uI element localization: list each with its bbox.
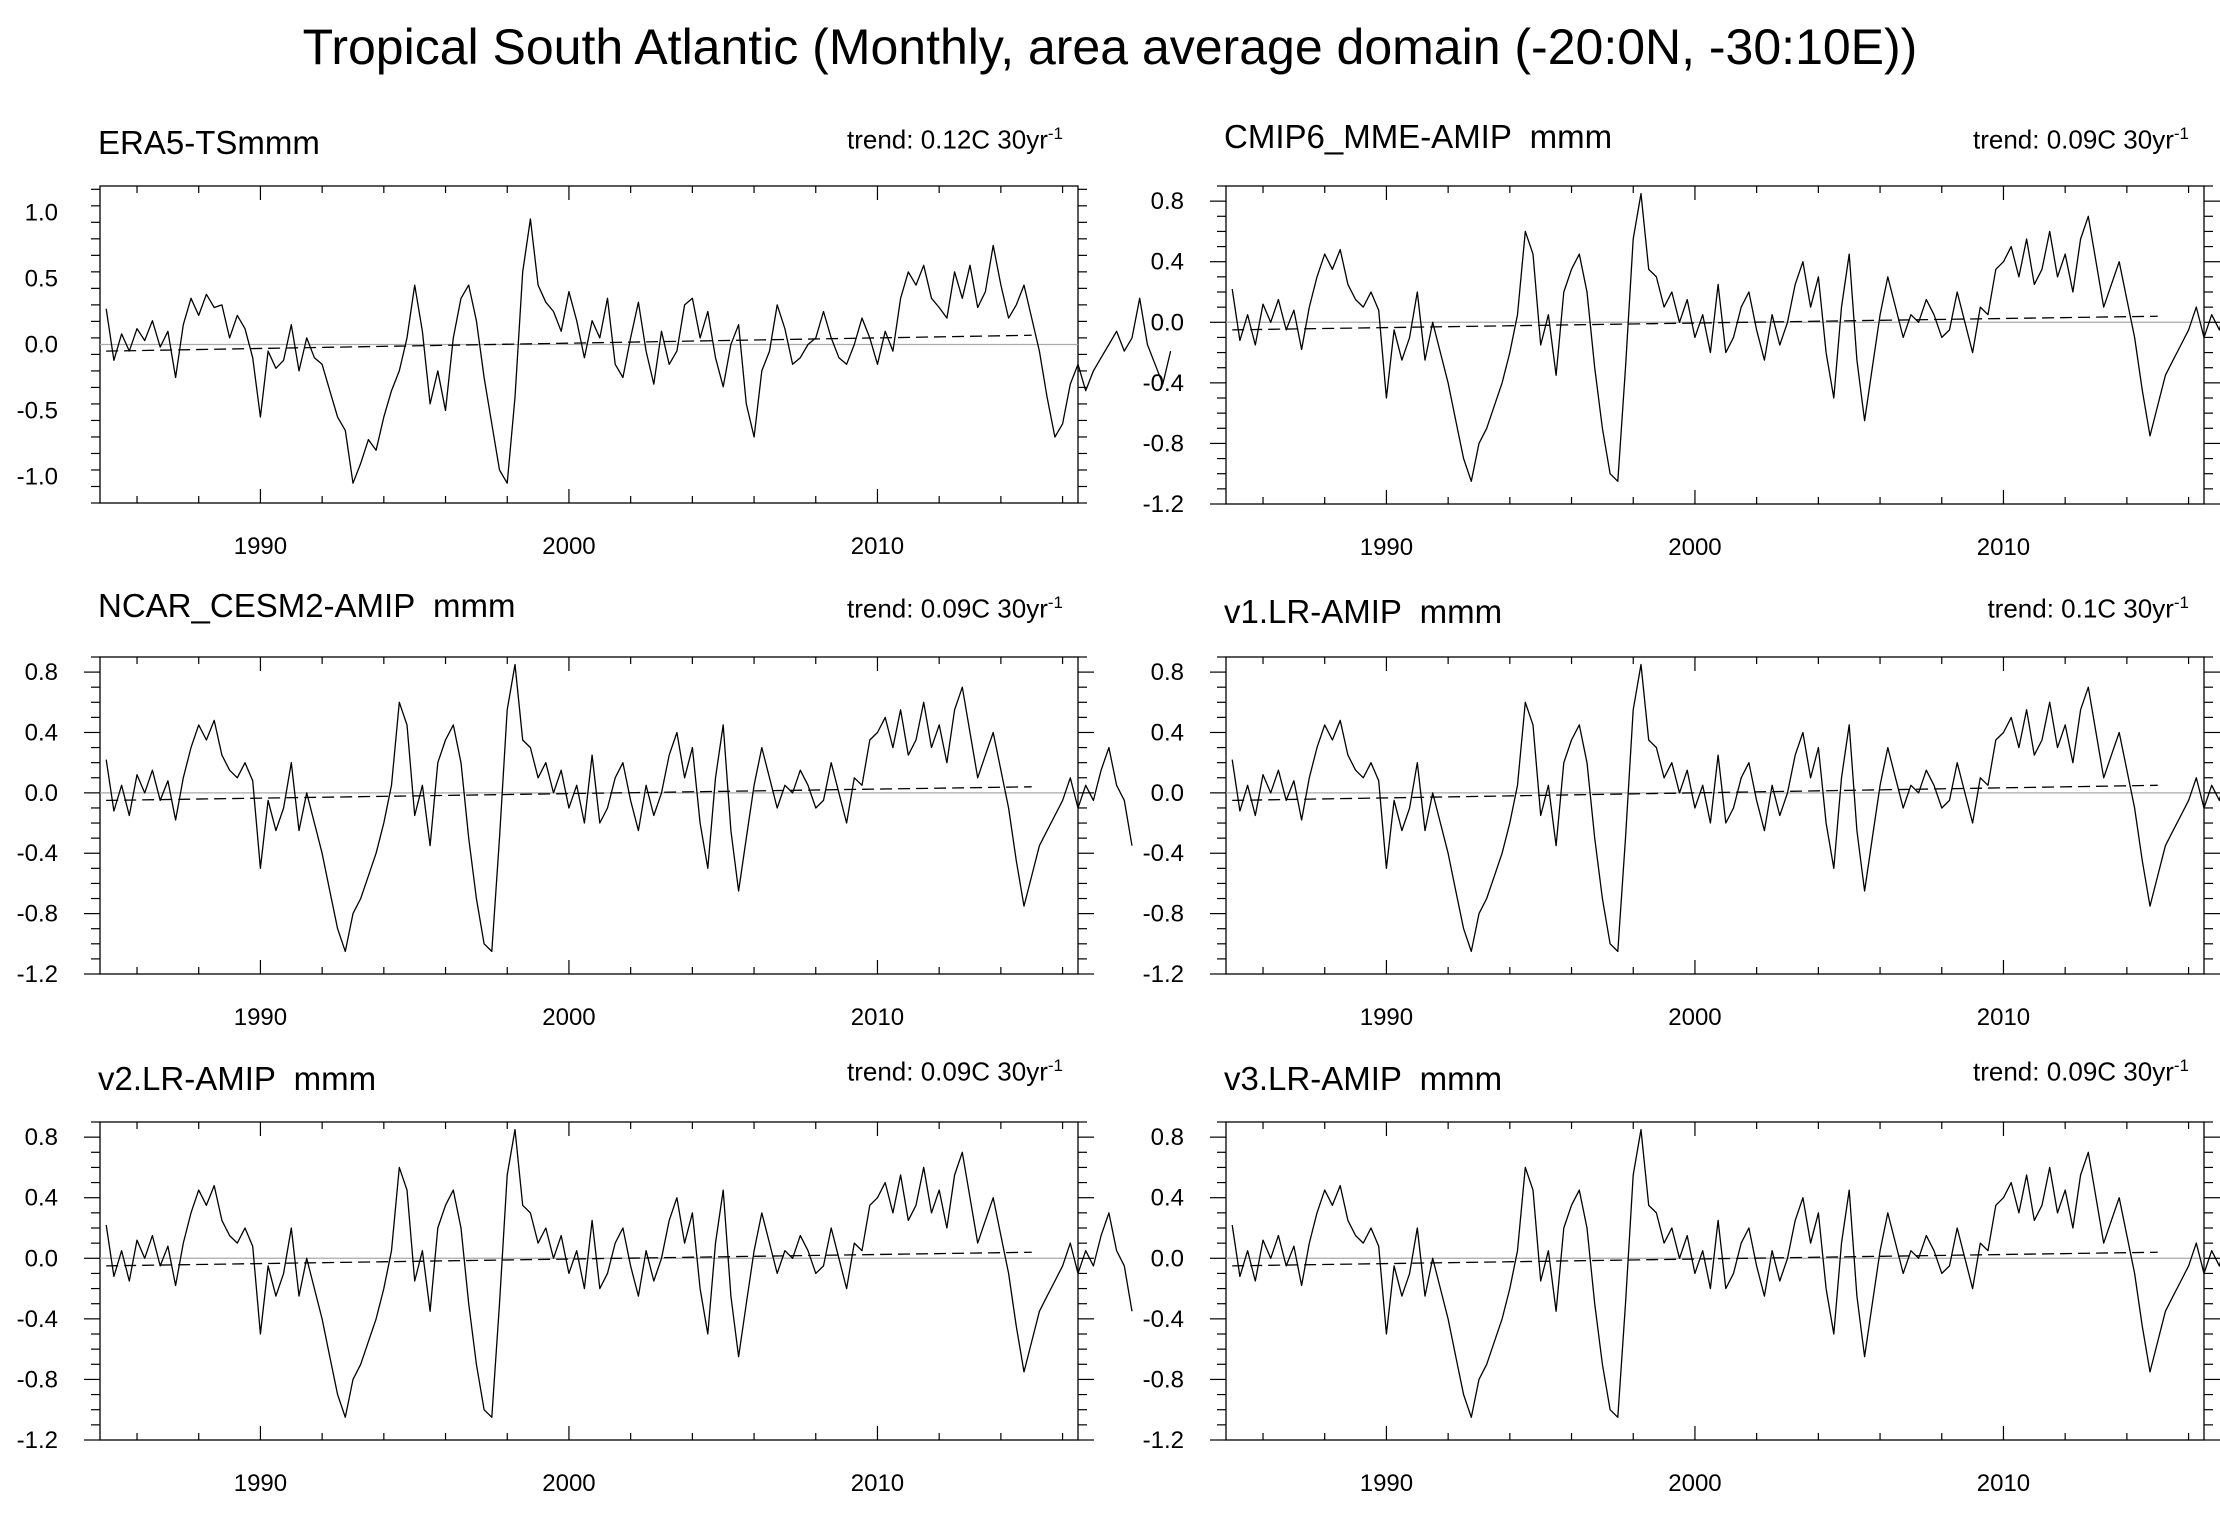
- trend-line: [106, 786, 1032, 802]
- y-tick-label: -1.0: [17, 464, 58, 491]
- y-tick-label: 0.4: [1151, 1185, 1184, 1212]
- trend-line: [106, 1251, 1032, 1267]
- plot-frame: [99, 1121, 1079, 1441]
- y-tick-label: 0.5: [25, 265, 58, 292]
- trend-label: trend: 0.09C 30yr-1: [846, 1056, 1063, 1087]
- y-tick-label: 0.8: [1151, 188, 1184, 215]
- y-tick-label: -0.5: [17, 398, 58, 425]
- line-chart: 1990 2000 2010 0.8 0.4 0.0 -0.4 -0.8 -1.2: [1143, 1121, 2220, 1497]
- y-tick-label: 1.0: [25, 199, 58, 226]
- y-tick-label: 0.0: [25, 1245, 58, 1272]
- series-line: [1231, 663, 2220, 953]
- series-line: [1231, 192, 2220, 482]
- y-tick-label: 0.0: [25, 780, 58, 807]
- y-tick-label: -0.8: [17, 901, 58, 928]
- trend-label: trend: 0.09C 30yr-1: [1972, 124, 2189, 155]
- panel-title: v2.LR-AMIP mmm: [98, 1060, 377, 1097]
- trend-line: [1232, 1251, 2158, 1267]
- y-tick-label: -1.2: [1143, 491, 1184, 518]
- x-tick-label: 2000: [1668, 1004, 1721, 1031]
- y-tick-label: -1.2: [17, 1427, 58, 1454]
- x-tick-label: 2010: [1977, 534, 2030, 561]
- x-tick-label: 2000: [1668, 534, 1721, 561]
- y-tick-label: -1.2: [17, 961, 58, 988]
- figure-title: Tropical South Atlantic (Monthly, area a…: [302, 19, 1918, 75]
- chart-panel-era5: ERA5-TSmmm trend: 0.12C 30yr-1 1990 2000 2…: [0, 118, 1172, 588]
- series-line: [1231, 1128, 2220, 1418]
- trend-label: trend: 0.1C 30yr-1: [1987, 593, 2189, 624]
- panel-title: CMIP6_MME-AMIP mmm: [1224, 118, 1613, 155]
- trend-line: [1232, 784, 2158, 802]
- line-chart: 1990 2000 2010 1.0 0.5 0.0 -0.5 -1.0: [17, 185, 1172, 560]
- plot-frame: [1225, 656, 2205, 975]
- x-tick-label: 1990: [1360, 534, 1413, 561]
- y-tick-label: 0.4: [1151, 249, 1184, 276]
- series-line: [105, 1128, 1133, 1418]
- y-tick-label: 0.8: [1151, 1124, 1184, 1151]
- y-tick-label: 0.8: [25, 1124, 58, 1151]
- plot-frame: [99, 656, 1079, 975]
- y-tick-label: -0.8: [1143, 1366, 1184, 1393]
- chart-panel-ncar-cesm2: NCAR_CESM2-AMIP mmm trend: 0.09C 30yr-1 …: [0, 587, 1133, 1057]
- x-tick-label: 2000: [1668, 1470, 1721, 1497]
- chart-panel-v2-lr: v2.LR-AMIP mmm trend: 0.09C 30yr-1 1990 2…: [0, 1056, 1133, 1526]
- x-tick-label: 2000: [542, 533, 595, 560]
- y-tick-label: -0.8: [1143, 430, 1184, 457]
- chart-panel-cmip6-mme: CMIP6_MME-AMIP mmm trend: 0.09C 30yr-1 1…: [1126, 118, 2220, 588]
- line-chart: 1990 2000 2010 0.8 0.4 0.0 -0.4 -0.8 -1.2: [17, 656, 1133, 1031]
- trend-line: [1232, 315, 2158, 331]
- trend-label: trend: 0.09C 30yr-1: [1972, 1056, 2189, 1087]
- y-tick-label: 0.0: [1151, 780, 1184, 807]
- y-tick-label: -0.4: [17, 840, 58, 867]
- y-tick-label: 0.0: [1151, 309, 1184, 336]
- x-tick-label: 2010: [851, 1004, 904, 1031]
- panel-title: v1.LR-AMIP mmm: [1224, 593, 1503, 630]
- x-tick-label: 1990: [1360, 1004, 1413, 1031]
- panel-title: NCAR_CESM2-AMIP mmm: [98, 587, 516, 624]
- y-tick-label: -1.2: [1143, 1427, 1184, 1454]
- panel-title: v3.LR-AMIP mmm: [1224, 1060, 1503, 1097]
- line-chart: 1990 2000 2010 0.8 0.4 0.0 -0.4 -0.8 -1.2: [17, 1121, 1133, 1497]
- chart-panel-v3-lr: v3.LR-AMIP mmm trend: 0.09C 30yr-1 1990 2…: [1126, 1056, 2220, 1526]
- y-tick-label: -0.4: [1143, 840, 1184, 867]
- y-tick-label: -0.8: [17, 1366, 58, 1393]
- x-tick-label: 2010: [1977, 1470, 2030, 1497]
- line-chart: 1990 2000 2010 0.8 0.4 0.0 -0.4 -0.8 -1.2: [1143, 656, 2220, 1031]
- y-tick-label: 0.8: [1151, 659, 1184, 686]
- y-tick-label: 0.0: [1151, 1245, 1184, 1272]
- x-tick-label: 2010: [851, 533, 904, 560]
- plot-frame: [1225, 185, 2205, 505]
- x-tick-label: 2010: [1977, 1004, 2030, 1031]
- y-tick-label: -0.4: [1143, 1306, 1184, 1333]
- y-tick-label: -0.4: [1143, 370, 1184, 397]
- series-line: [105, 663, 1133, 953]
- line-chart: 1990 2000 2010 0.8 0.4 0.0 -0.4 -0.8 -1.2: [1143, 185, 2220, 561]
- x-tick-label: 1990: [1360, 1470, 1413, 1497]
- x-tick-label: 2000: [542, 1004, 595, 1031]
- y-tick-label: 0.4: [1151, 719, 1184, 746]
- y-tick-label: 0.4: [25, 1185, 58, 1212]
- x-tick-label: 1990: [234, 1470, 287, 1497]
- panel-title: ERA5-TSmmm: [98, 124, 320, 161]
- trend-label: trend: 0.12C 30yr-1: [846, 124, 1063, 155]
- y-tick-label: 0.4: [25, 719, 58, 746]
- x-tick-label: 2000: [542, 1470, 595, 1497]
- series-line: [105, 218, 1172, 484]
- plot-frame: [1225, 1121, 2205, 1441]
- trend-line: [106, 334, 1032, 352]
- y-tick-label: 0.0: [25, 332, 58, 359]
- chart-panel-v1-lr: v1.LR-AMIP mmm trend: 0.1C 30yr-1 1990 20…: [1126, 587, 2220, 1057]
- x-tick-label: 1990: [234, 1004, 287, 1031]
- y-tick-label: -0.8: [1143, 901, 1184, 928]
- x-tick-label: 1990: [234, 533, 287, 560]
- y-tick-label: -0.4: [17, 1306, 58, 1333]
- x-tick-label: 2010: [851, 1470, 904, 1497]
- y-tick-label: -1.2: [1143, 961, 1184, 988]
- y-tick-label: 0.8: [25, 659, 58, 686]
- trend-label: trend: 0.09C 30yr-1: [846, 593, 1063, 624]
